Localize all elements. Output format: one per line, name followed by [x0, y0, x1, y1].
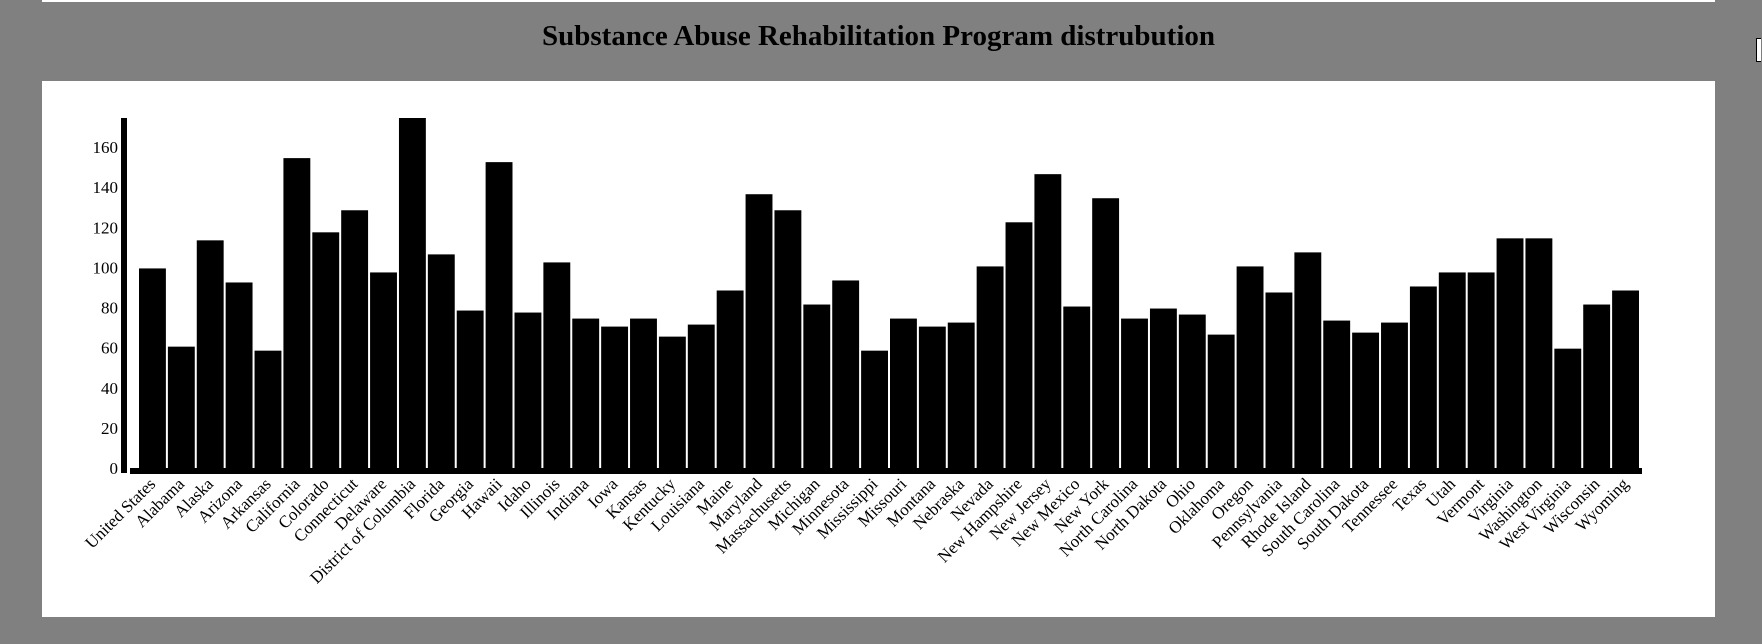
x-axis: United StatesAlabamaAlaskaArizonaArkansa…: [81, 468, 1642, 587]
bar: [1207, 334, 1235, 469]
bar: [312, 232, 340, 469]
bar: [196, 240, 224, 469]
bar: [1381, 322, 1408, 469]
bar: [1121, 318, 1148, 469]
bar: [167, 346, 195, 469]
bar: [630, 318, 657, 469]
y-tick-label: 20: [101, 419, 118, 438]
bar: [1294, 252, 1322, 469]
bar: [687, 324, 715, 469]
bar: [139, 268, 166, 469]
y-tick-label: 60: [101, 339, 118, 358]
bar-chart: 0 20 40 60 80 100 120 140 160 United StatesAlaba…: [81, 118, 1642, 587]
y-tick-label: 140: [93, 178, 119, 197]
bar: [716, 290, 744, 469]
bar: [1034, 174, 1062, 469]
bar: [1409, 286, 1437, 469]
bar: [1005, 222, 1033, 469]
bar: [774, 210, 802, 469]
bar: [1236, 266, 1264, 469]
bar: [514, 312, 542, 469]
bar: [283, 158, 311, 469]
bar: [341, 210, 369, 469]
bar: [1063, 306, 1091, 469]
bar: [1149, 308, 1177, 469]
bar: [543, 262, 571, 469]
y-tick-label: 160: [93, 138, 119, 157]
bar: [1554, 348, 1582, 469]
bar: [370, 272, 397, 469]
bar: [601, 326, 629, 469]
bar: [1092, 198, 1120, 469]
bar: [890, 318, 917, 469]
bar: [861, 350, 888, 469]
bar: [1352, 332, 1380, 469]
y-axis: 0 20 40 60 80 100 120 140 160: [93, 118, 127, 478]
bar: [947, 322, 975, 469]
y-tick-label: 40: [101, 379, 118, 398]
bar: [832, 280, 860, 469]
bar: [427, 254, 455, 469]
chart-panel: 0 20 40 60 80 100 120 140 160 United States Alaba…: [42, 81, 1715, 617]
bar: [745, 194, 773, 469]
bar: [1525, 238, 1553, 469]
bar: [1323, 320, 1351, 469]
bar: [1438, 272, 1466, 469]
bar: [1612, 290, 1639, 469]
bar: [658, 336, 686, 469]
bars-group: [139, 118, 1639, 469]
bar: [572, 318, 600, 469]
y-tick-label: 80: [101, 299, 118, 318]
bar: [398, 118, 426, 469]
bar: [254, 350, 282, 469]
y-tick-label: 0: [110, 459, 119, 478]
top-panel-edge: [42, 0, 1715, 2]
bar: [918, 326, 946, 469]
bar: [456, 310, 484, 469]
bar: [1467, 272, 1495, 469]
bar: [1265, 292, 1293, 469]
bar: [1583, 304, 1611, 469]
chart-title: Substance Abuse Rehabilitation Program d…: [541, 20, 1216, 52]
y-tick-label: 100: [93, 258, 119, 277]
bar: [485, 162, 513, 469]
bar: [1496, 238, 1524, 469]
y-tick-label: 120: [93, 218, 119, 237]
bar: [803, 304, 831, 469]
bar: [976, 266, 1004, 469]
scroll-handle[interactable]: [1756, 38, 1761, 62]
bar: [1178, 314, 1206, 469]
bar: [225, 282, 253, 469]
